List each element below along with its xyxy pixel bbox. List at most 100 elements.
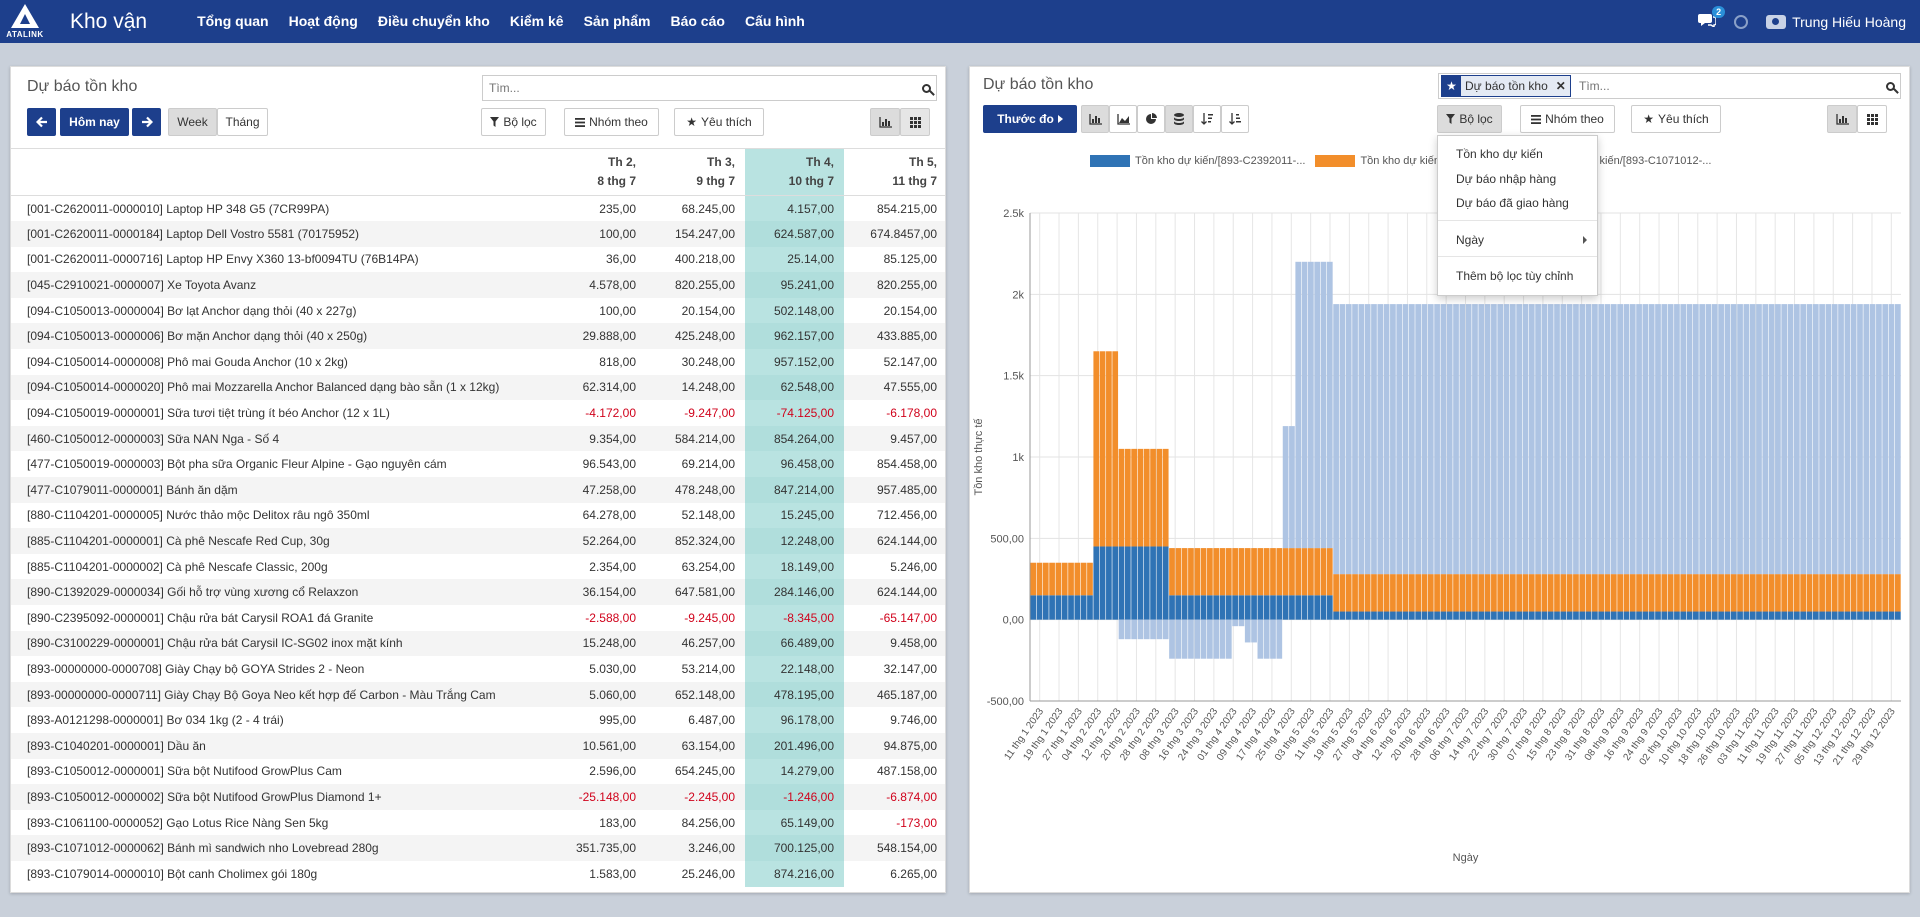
- quantity-cell[interactable]: 100,00: [547, 221, 646, 247]
- bar-chart-button[interactable]: [1081, 105, 1109, 133]
- quantity-cell[interactable]: 10.561,00: [547, 732, 646, 759]
- favorites-button[interactable]: ★ Yêu thích: [674, 108, 764, 136]
- quantity-cell[interactable]: 624.144,00: [844, 579, 945, 605]
- sort-descending-button[interactable]: [1193, 105, 1221, 133]
- quantity-cell[interactable]: 2.596,00: [589, 764, 636, 779]
- quantity-cell[interactable]: 62.548,00: [745, 374, 844, 401]
- table-row[interactable]: [460-C1050012-0000003] Sữa NAN Nga - Số …: [11, 425, 945, 452]
- month-view-button[interactable]: Tháng: [217, 108, 268, 136]
- line-chart-button[interactable]: [1109, 105, 1137, 133]
- quantity-cell[interactable]: 2.354,00: [589, 559, 636, 574]
- graph-view-button[interactable]: [870, 108, 900, 136]
- quantity-cell[interactable]: -2.245,00: [646, 784, 745, 810]
- quantity-cell[interactable]: 36.154,00: [547, 579, 646, 605]
- quantity-cell[interactable]: 820.255,00: [844, 272, 945, 298]
- date-column-header[interactable]: Th 5, 11 thg 7: [844, 148, 945, 196]
- quantity-cell[interactable]: 9.354,00: [547, 425, 646, 452]
- quantity-cell[interactable]: 674.8457,00: [844, 221, 945, 247]
- quantity-cell[interactable]: -74.125,00: [745, 400, 844, 426]
- next-button[interactable]: [132, 108, 161, 136]
- quantity-cell[interactable]: -6.178,00: [886, 406, 937, 421]
- group-by-button[interactable]: Nhóm theo: [564, 108, 659, 136]
- quantity-cell[interactable]: 100,00: [599, 303, 636, 318]
- quantity-cell[interactable]: -173,00: [896, 815, 937, 830]
- quantity-cell[interactable]: 4.157,00: [745, 195, 844, 222]
- quantity-cell[interactable]: 995,00: [599, 713, 636, 728]
- table-row[interactable]: [893-C1050012-0000001] Sữa bột Nutifood …: [11, 758, 945, 785]
- table-row[interactable]: [885-C1104201-0000001] Cà phê Nescafe Re…: [11, 528, 945, 554]
- quantity-cell[interactable]: 32.147,00: [883, 661, 937, 676]
- table-row[interactable]: [893-C1079014-0000010] Bột canh Cholimex…: [11, 860, 945, 887]
- table-row[interactable]: [477-C1050019-0000003] Bột pha sữa Organ…: [11, 451, 945, 478]
- quantity-cell[interactable]: 235,00: [599, 201, 636, 216]
- quantity-cell[interactable]: 65.149,00: [745, 809, 844, 836]
- date-column-header[interactable]: Th 3, 9 thg 7: [646, 148, 745, 196]
- quantity-cell[interactable]: 5.246,00: [890, 559, 937, 574]
- activity-clock-icon[interactable]: [1734, 14, 1749, 29]
- quantity-cell[interactable]: 96.543,00: [582, 457, 636, 472]
- quantity-cell[interactable]: 62.314,00: [547, 374, 646, 401]
- group-by-button[interactable]: Nhóm theo: [1520, 105, 1615, 133]
- quantity-cell[interactable]: 68.245,00: [681, 201, 735, 216]
- quantity-cell[interactable]: 18.149,00: [745, 553, 844, 580]
- quantity-cell[interactable]: 53.214,00: [681, 661, 735, 676]
- quantity-cell[interactable]: 29.888,00: [547, 323, 646, 350]
- company-logo[interactable]: ATALINK: [0, 0, 50, 43]
- quantity-cell[interactable]: 63.154,00: [646, 732, 745, 759]
- table-row[interactable]: [890-C3100229-0000001] Chậu rửa bát Cary…: [11, 630, 945, 657]
- quantity-cell[interactable]: 400.218,00: [674, 252, 735, 267]
- stacked-button[interactable]: [1165, 105, 1193, 133]
- table-row[interactable]: [045-C2910021-0000007] Xe Toyota Avanz 4.…: [11, 272, 945, 298]
- favorites-button[interactable]: ★ Yêu thích: [1631, 105, 1721, 133]
- table-row[interactable]: [001-C2620011-0000010] Laptop HP 348 G5 …: [11, 195, 945, 222]
- quantity-cell[interactable]: 69.214,00: [681, 457, 735, 472]
- table-row[interactable]: [893-C1061100-0000052] Gạo Lotus Rice Nà…: [11, 809, 945, 836]
- table-row[interactable]: [893-A0121298-0000001] Bơ 034 1kg (2 - 4…: [11, 707, 945, 733]
- quantity-cell[interactable]: 351.735,00: [547, 835, 646, 861]
- table-row[interactable]: [094-C1050014-0000008] Phô mai Gouda Anc…: [11, 349, 945, 375]
- menu-item[interactable]: Tổng quan: [197, 13, 269, 29]
- quantity-cell[interactable]: 9.458,00: [844, 630, 945, 657]
- quantity-cell[interactable]: 25.14,00: [745, 246, 844, 273]
- quantity-cell[interactable]: 712.456,00: [876, 508, 937, 523]
- search-icon[interactable]: [1880, 81, 1900, 91]
- quantity-cell[interactable]: 700.125,00: [745, 835, 844, 861]
- menu-item[interactable]: Điều chuyển kho: [377, 13, 490, 29]
- today-button[interactable]: Hôm nay: [60, 108, 129, 136]
- quantity-cell[interactable]: 96.178,00: [745, 707, 844, 733]
- quantity-cell[interactable]: -1.246,00: [745, 784, 844, 810]
- quantity-cell[interactable]: 465.187,00: [844, 681, 945, 708]
- menu-item[interactable]: Sản phẩm: [583, 13, 651, 29]
- quantity-cell[interactable]: 14.279,00: [745, 758, 844, 785]
- menu-item[interactable]: Kiểm kê: [509, 13, 564, 29]
- table-row[interactable]: [477-C1079011-0000001] Bánh ăn dặm 47.258…: [11, 477, 945, 503]
- quantity-cell[interactable]: 820.255,00: [646, 272, 745, 298]
- quantity-cell[interactable]: 654.245,00: [674, 764, 735, 779]
- quantity-cell[interactable]: -25.148,00: [547, 784, 646, 810]
- table-row[interactable]: [094-C1050013-0000006] Bơ mặn Anchor dạn…: [11, 323, 945, 350]
- filter-button[interactable]: Bộ lọc: [1437, 105, 1502, 133]
- quantity-cell[interactable]: 63.254,00: [681, 559, 735, 574]
- add-custom-filter[interactable]: Thêm bộ lọc tùy chỉnh: [1456, 269, 1574, 283]
- quantity-cell[interactable]: 548.154,00: [844, 835, 945, 861]
- table-row[interactable]: [893-00000000-0000711] Giày Chạy Bộ Goya…: [11, 681, 945, 708]
- filter-option-delivered-forecast[interactable]: Dự báo đã giao hàng: [1456, 196, 1569, 210]
- table-row[interactable]: [885-C1104201-0000002] Cà phê Nescafe Cl…: [11, 553, 945, 580]
- table-row[interactable]: [094-C1050014-0000020] Phô mai Mozzarell…: [11, 374, 945, 401]
- quantity-cell[interactable]: 201.496,00: [745, 732, 844, 759]
- menu-item[interactable]: Báo cáo: [670, 13, 725, 29]
- quantity-cell[interactable]: 5.030,00: [589, 661, 636, 676]
- grid-view-button[interactable]: [900, 108, 930, 136]
- table-row[interactable]: [893-C1050012-0000002] Sữa bột Nutifood …: [11, 784, 945, 810]
- quantity-cell[interactable]: 94.875,00: [844, 732, 945, 759]
- quantity-cell[interactable]: 818,00: [599, 354, 636, 369]
- quantity-cell[interactable]: 647.581,00: [646, 579, 745, 605]
- quantity-cell[interactable]: 624.144,00: [844, 528, 945, 554]
- quantity-cell[interactable]: 6.265,00: [890, 866, 937, 881]
- quantity-cell[interactable]: -2.588,00: [585, 610, 636, 625]
- right-search-input[interactable]: [1573, 79, 1880, 93]
- quantity-cell[interactable]: 47.555,00: [844, 374, 945, 401]
- quantity-cell[interactable]: -6.874,00: [844, 784, 945, 810]
- quantity-cell[interactable]: 9.457,00: [844, 425, 945, 452]
- graph-view-button[interactable]: [1827, 105, 1857, 133]
